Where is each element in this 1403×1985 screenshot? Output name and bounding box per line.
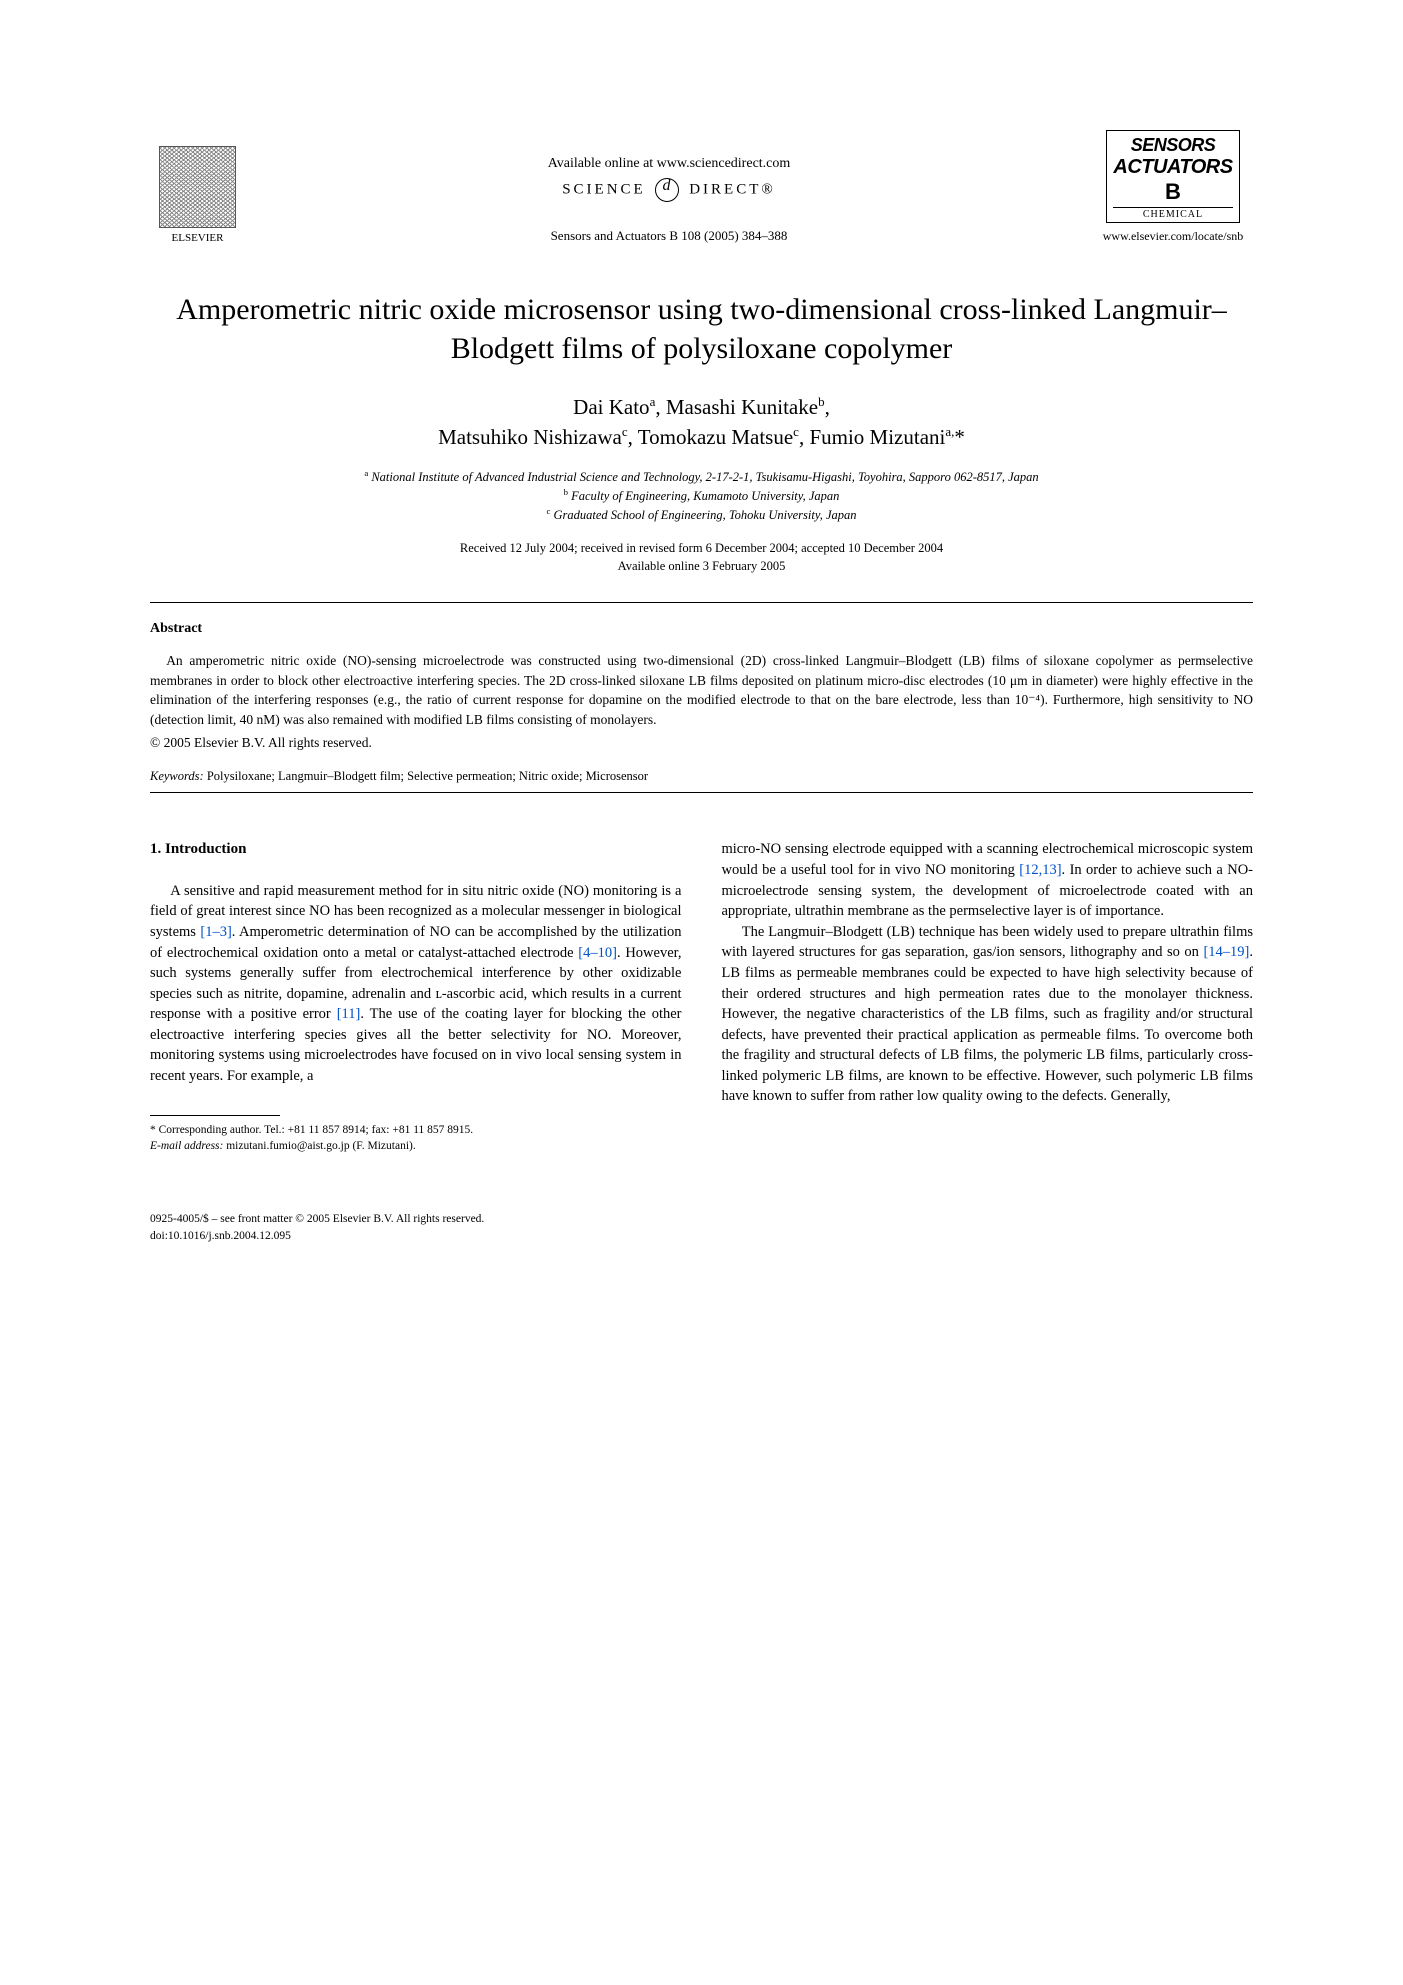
cite-1-3[interactable]: [1–3]: [200, 924, 231, 940]
publisher-logo: ELSEVIER: [150, 146, 245, 244]
affiliations: a National Institute of Advanced Industr…: [150, 467, 1253, 525]
journal-reference: Sensors and Actuators B 108 (2005) 384–3…: [275, 228, 1063, 244]
abstract-copyright: © 2005 Elsevier B.V. All rights reserved…: [150, 735, 1253, 751]
journal-url: www.elsevier.com/locate/snb: [1093, 229, 1253, 244]
page: ELSEVIER Available online at www.science…: [0, 0, 1403, 1324]
sciencedirect-right: DIRECT®: [689, 181, 776, 197]
intro-heading: 1. Introduction: [150, 839, 682, 860]
journal-logo-chemical: CHEMICAL: [1113, 207, 1232, 220]
issn-line: 0925-4005/$ – see front matter © 2005 El…: [150, 1211, 1253, 1228]
affiliation-b: b Faculty of Engineering, Kumamoto Unive…: [150, 486, 1253, 505]
cite-12-13[interactable]: [12,13]: [1019, 862, 1061, 878]
header-center: Available online at www.sciencedirect.co…: [245, 156, 1093, 244]
column-left: 1. Introduction A sensitive and rapid me…: [150, 839, 682, 1154]
keywords: Keywords: Polysiloxane; Langmuir–Blodget…: [150, 769, 1253, 784]
intro-paragraph-2: The Langmuir–Blodgett (LB) technique has…: [722, 922, 1254, 1107]
keywords-label: Keywords:: [150, 769, 204, 783]
publisher-name: ELSEVIER: [150, 232, 245, 244]
elsevier-tree-icon: [159, 146, 236, 228]
article-title: Amperometric nitric oxide microsensor us…: [150, 290, 1253, 368]
rule-above-abstract: [150, 602, 1253, 603]
intro-paragraph-1-cont: micro-NO sensing electrode equipped with…: [722, 839, 1254, 921]
rule-below-keywords: [150, 792, 1253, 793]
abstract-paragraph: An amperometric nitric oxide (NO)-sensin…: [150, 651, 1253, 729]
journal-logo-b: B: [1113, 179, 1232, 205]
corresponding-author: * Corresponding author. Tel.: +81 11 857…: [150, 1122, 682, 1139]
journal-logo-block: SENSORS ACTUATORS B CHEMICAL www.elsevie…: [1093, 130, 1253, 244]
received-date: Received 12 July 2004; received in revis…: [150, 539, 1253, 558]
footnote-rule: [150, 1115, 280, 1116]
sciencedirect-logo: SCIENCE DIRECT®: [275, 178, 1063, 202]
doi-line: doi:10.1016/j.snb.2004.12.095: [150, 1228, 1253, 1245]
footer-info: 0925-4005/$ – see front matter © 2005 El…: [150, 1211, 1253, 1244]
sciencedirect-left: SCIENCE: [562, 181, 646, 197]
corresponding-email: E-mail address: mizutani.fumio@aist.go.j…: [150, 1138, 682, 1155]
body-columns: 1. Introduction A sensitive and rapid me…: [150, 839, 1253, 1154]
cite-14-19[interactable]: [14–19]: [1203, 944, 1249, 960]
column-right: micro-NO sensing electrode equipped with…: [722, 839, 1254, 1154]
abstract-text: An amperometric nitric oxide (NO)-sensin…: [150, 651, 1253, 729]
sciencedirect-ring-icon: [655, 178, 679, 202]
header: ELSEVIER Available online at www.science…: [150, 130, 1253, 244]
online-date: Available online 3 February 2005: [150, 557, 1253, 576]
journal-logo-box: SENSORS ACTUATORS B CHEMICAL: [1106, 130, 1239, 223]
corresponding-footnote: * Corresponding author. Tel.: +81 11 857…: [150, 1122, 682, 1155]
affiliation-c: c Graduated School of Engineering, Tohok…: [150, 505, 1253, 524]
cite-4-10[interactable]: [4–10]: [578, 945, 617, 961]
abstract-heading: Abstract: [150, 621, 1253, 637]
cite-11[interactable]: [11]: [337, 1006, 361, 1022]
authors: Dai Katoa, Masashi Kunitakeb,Matsuhiko N…: [150, 392, 1253, 453]
journal-logo-actuators: ACTUATORS: [1113, 156, 1232, 179]
article-dates: Received 12 July 2004; received in revis…: [150, 539, 1253, 577]
available-online-text: Available online at www.sciencedirect.co…: [275, 156, 1063, 172]
intro-paragraph-1: A sensitive and rapid measurement method…: [150, 881, 682, 1087]
affiliation-a: a National Institute of Advanced Industr…: [150, 467, 1253, 486]
journal-logo-sensors: SENSORS: [1113, 135, 1232, 156]
keywords-text: Polysiloxane; Langmuir–Blodgett film; Se…: [207, 769, 648, 783]
